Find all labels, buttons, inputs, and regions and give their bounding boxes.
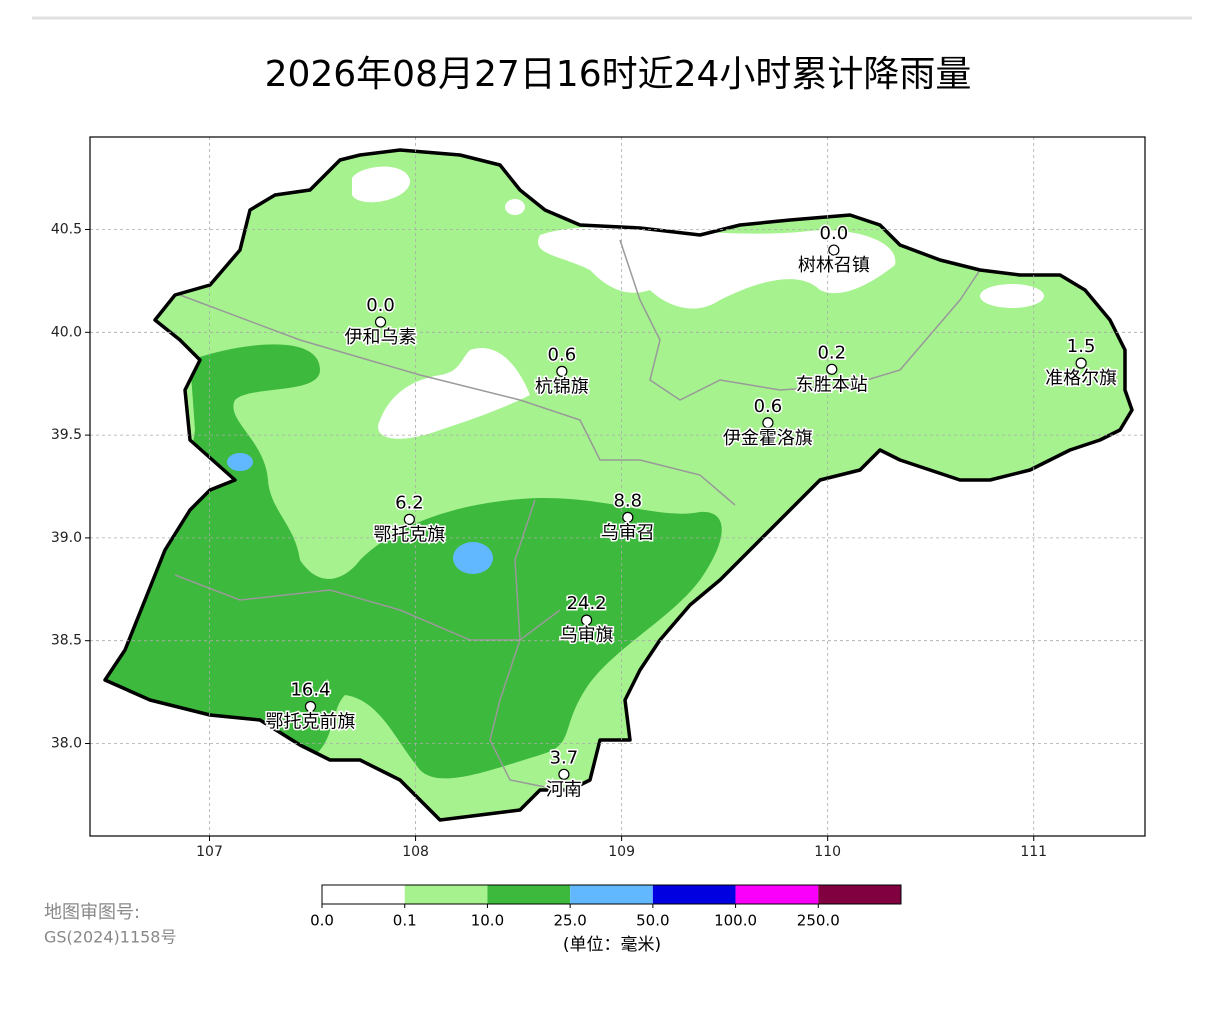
station-marker (374, 316, 387, 328)
x-tick-label: 111 (1020, 844, 1047, 860)
plot-frame (89, 136, 1146, 837)
x-tick-label: 107 (196, 844, 223, 860)
fill-white (538, 227, 896, 309)
colorbar-swatch (735, 885, 819, 904)
y-tick-label: 38.5 (51, 633, 82, 649)
station-marker (580, 614, 593, 626)
station-value: 16.4 (290, 679, 330, 700)
map-review-code: GS(2024)1158号 (44, 928, 176, 947)
colorbar-label: 50.0 (636, 912, 669, 930)
colorbar-label: 0.1 (393, 912, 417, 930)
fill-blue (227, 453, 253, 471)
colorbar-label: 10.0 (471, 912, 504, 930)
colorbar-label: 100.0 (714, 912, 757, 930)
x-tick-label: 110 (814, 844, 841, 860)
station-value: 8.8 (613, 490, 642, 511)
colorbar-label: 0.0 (310, 912, 334, 930)
fill-white (378, 348, 530, 439)
station-name: 鄂托克旗 (373, 524, 445, 545)
station-value: 0.2 (817, 342, 846, 363)
station-marker (622, 511, 634, 523)
station-value: 3.7 (550, 747, 579, 768)
station-name: 东胜本站 (796, 374, 868, 395)
fill-blue (453, 542, 493, 574)
county-line (179, 294, 736, 506)
colorbar-swatch (487, 885, 571, 904)
x-tick-label: 108 (402, 844, 429, 860)
station-value: 0.6 (754, 396, 783, 417)
station-name: 伊金霍洛旗 (723, 428, 813, 449)
stations: 0.0 伊和乌素 0.0 树林召镇 0.6 杭锦旗 0.2 东胜本站 1.5 准格尔旗 0.6 伊金霍… (264, 222, 1119, 802)
station-value: 0.0 (820, 223, 849, 244)
county-line (489, 499, 561, 791)
chart-title: 2026年08月27日16时近24小时累计降雨量 (265, 54, 972, 95)
colorbar-swatch (570, 885, 653, 904)
map-review-label: 地图审图号: (44, 902, 140, 923)
station-marker (826, 363, 838, 375)
colorbar-unit: (单位：毫米) (563, 935, 661, 955)
region-border (103, 148, 1134, 822)
colorbar-label: 250.0 (797, 912, 840, 930)
station-value: 24.2 (567, 593, 607, 614)
colorbar-swatch (652, 885, 736, 904)
station-marker (558, 768, 570, 780)
station-marker (403, 513, 415, 525)
y-tick-label: 40.0 (51, 324, 82, 340)
station-marker (556, 365, 568, 377)
station-marker (828, 244, 840, 256)
station-name: 准格尔旗 (1045, 368, 1117, 389)
fill-dark (105, 344, 722, 779)
station-name: 河南 (546, 779, 582, 800)
station-name: 乌审召 (601, 522, 655, 543)
grid: 107 108 109 110 111 38.0 38.5 39.0 39.5 40.0 40.5 (51, 137, 1145, 860)
y-tick-label: 40.5 (51, 222, 82, 238)
station-name: 杭锦旗 (535, 376, 589, 397)
county-line (619, 239, 981, 401)
y-tick-label: 38.0 (51, 735, 82, 751)
station-name: 树林召镇 (798, 255, 870, 276)
station-name: 鄂托克前旗 (265, 711, 355, 732)
station-marker (762, 417, 774, 429)
station-value: 6.2 (395, 492, 424, 513)
station-value: 0.0 (366, 295, 395, 316)
colorbar-swatch (818, 885, 901, 904)
colorbar-swatch (322, 885, 405, 904)
station-marker (1075, 357, 1087, 369)
station-value: 1.5 (1067, 336, 1096, 357)
colorbar-swatch (404, 885, 488, 904)
fill-white (352, 166, 411, 203)
colorbar-frame (321, 884, 902, 905)
colorbar: 0.0 0.1 10.0 25.0 50.0 100.0 250.0 (310, 884, 902, 930)
station-marker (304, 700, 317, 713)
fill-white (505, 199, 525, 215)
x-tick-label: 109 (608, 844, 635, 860)
fill-white (980, 284, 1044, 308)
station-name: 伊和乌素 (345, 327, 417, 348)
station-name: 乌审旗 (560, 625, 614, 646)
station-value: 0.6 (548, 344, 577, 365)
y-tick-label: 39.0 (51, 530, 82, 546)
colorbar-label: 25.0 (553, 912, 586, 930)
y-tick-label: 39.5 (51, 427, 82, 443)
